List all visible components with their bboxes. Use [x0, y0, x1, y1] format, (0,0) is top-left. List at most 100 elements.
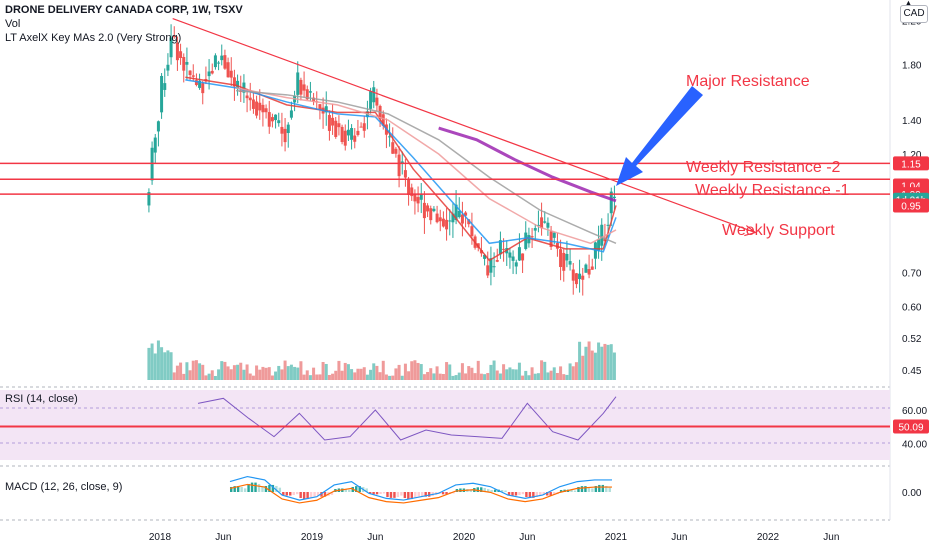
candle-body — [305, 89, 309, 100]
volume-bar — [299, 361, 303, 380]
macd-histogram-bar — [500, 489, 504, 492]
volume-bar — [267, 367, 271, 380]
macd-histogram-bar — [257, 483, 261, 492]
symbol-title[interactable]: DRONE DELIVERY CANADA CORP, 1W, TSXV — [5, 4, 243, 16]
candle-body — [419, 194, 423, 200]
time-tick-label: 2021 — [605, 532, 628, 543]
volume-bar — [226, 366, 230, 380]
volume-bar — [533, 373, 537, 380]
candle-body — [353, 135, 357, 142]
volume-bar — [207, 373, 211, 380]
macd-histogram-bar — [330, 492, 334, 495]
candle-body — [369, 91, 373, 109]
price-badge-bg — [893, 156, 929, 171]
candle-body — [302, 84, 306, 91]
macd-histogram-bar — [424, 492, 427, 497]
volume-bar — [609, 344, 613, 380]
candle-body — [217, 62, 221, 64]
price-badge-label: 0.95 — [901, 201, 921, 212]
price-badge: 1.15 — [893, 156, 929, 171]
currency-button[interactable]: CAD — [900, 5, 928, 23]
candle-body — [289, 110, 293, 118]
macd-histogram-bar — [320, 492, 323, 497]
trendline[interactable] — [172, 17, 757, 237]
volume-bar — [147, 347, 151, 380]
macd-histogram-bar — [403, 492, 407, 499]
candle-body — [467, 219, 471, 225]
volume-bar — [381, 360, 385, 380]
annotation-major-resistance[interactable]: Major Resistance — [686, 73, 810, 90]
candle-body — [280, 126, 284, 134]
macd-histogram-bar — [591, 488, 594, 492]
volume-bar — [223, 361, 227, 380]
annotation-weekly-resistance-1[interactable]: Weekly Resistance -1 — [695, 182, 850, 199]
volume-bar — [397, 364, 401, 380]
macd-histogram-bar — [514, 492, 518, 496]
macd-histogram-bar — [608, 487, 611, 492]
candle-body — [375, 97, 379, 106]
volume-bar — [340, 370, 344, 380]
indicator-label[interactable]: LT AxelX Key MAs 2.0 (Very Strong) — [5, 32, 182, 44]
annotation-weekly-support[interactable]: Weekly Support — [722, 222, 835, 239]
volume-bar — [391, 375, 395, 380]
volume-bar — [179, 362, 183, 380]
volume-bar — [175, 365, 179, 380]
macd-histogram-bar — [372, 492, 375, 495]
macd-histogram-bar — [368, 492, 372, 495]
volume-label[interactable]: Vol — [5, 18, 21, 30]
candle-body — [191, 75, 195, 77]
candle-body — [232, 77, 236, 87]
volume-bar — [245, 364, 249, 380]
rsi-badge-label: 50.09 — [898, 423, 923, 434]
volume-bar — [194, 360, 198, 380]
macd-histogram-bar — [407, 492, 410, 500]
volume-bar — [502, 364, 506, 380]
candle-body — [574, 273, 578, 285]
rsi-badge: 50.09 — [893, 419, 929, 434]
volume-bar — [422, 374, 426, 380]
macd-histogram-bar — [295, 492, 299, 495]
price-badge-label: 1.04 — [901, 182, 921, 193]
volume-bar — [255, 365, 259, 380]
candle-body — [587, 269, 591, 275]
candle-body — [498, 240, 502, 255]
volume-bar — [204, 375, 208, 380]
volume-bar — [508, 367, 512, 380]
volume-bar — [435, 366, 439, 380]
macd-histogram-bar — [282, 492, 285, 496]
price-candles — [147, 24, 616, 296]
volume-bar — [293, 366, 297, 380]
macd-histogram-bar — [309, 492, 313, 499]
major-resistance-arrow[interactable] — [616, 86, 703, 186]
macd-histogram-bar — [486, 489, 490, 492]
volume-bar — [394, 368, 398, 380]
volume-bar — [210, 370, 214, 380]
annotation-weekly-resistance-2[interactable]: Weekly Resistance -2 — [686, 159, 841, 176]
time-tick-label: Jun — [823, 532, 839, 543]
candle-body — [530, 236, 534, 238]
candle-body — [296, 72, 300, 95]
macd-histogram-bar — [275, 485, 278, 492]
candle-body — [606, 224, 610, 226]
volume-bar — [521, 375, 525, 380]
candle-body — [562, 252, 566, 271]
candle-body — [609, 191, 613, 214]
candle-body — [286, 124, 290, 134]
price-tick-label: 1.40 — [902, 116, 922, 127]
macd-histogram-bar — [396, 492, 400, 498]
volume-bar — [438, 373, 442, 380]
volume-bar — [188, 370, 192, 380]
candle-body — [578, 273, 582, 280]
volume-bar — [416, 362, 420, 380]
macd-histogram-bar — [587, 486, 591, 492]
horizontal-levels[interactable] — [0, 162, 890, 195]
time-tick-label: 2018 — [149, 532, 172, 543]
macd-histogram-bar — [605, 485, 608, 492]
volume-bar — [369, 369, 373, 380]
volume-bar — [229, 369, 233, 380]
volume-bar — [337, 360, 341, 380]
volume-bar — [426, 371, 430, 380]
candle-body — [489, 258, 493, 273]
candle-body — [422, 202, 426, 219]
